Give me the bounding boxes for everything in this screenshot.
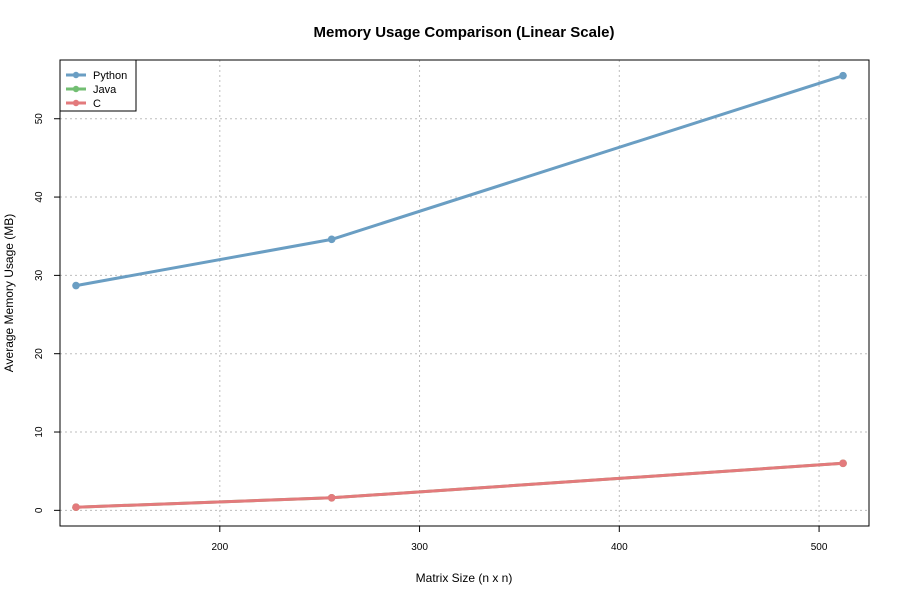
legend-label-python: Python	[93, 70, 127, 82]
y-tick-label: 0	[34, 507, 45, 513]
legend-marker-java	[72, 85, 80, 93]
data-point-python	[839, 71, 847, 80]
series-line-c	[74, 461, 845, 509]
y-tick-label: 40	[34, 191, 45, 203]
y-tick-label: 50	[34, 113, 45, 125]
legend-label-java: Java	[93, 84, 117, 96]
y-tick-label: 10	[34, 426, 45, 438]
axes: 200 300 400 500 0 10 20 30 40 50	[34, 113, 828, 553]
chart-title: Memory Usage Comparison (Linear Scale)	[314, 24, 615, 41]
series-layer	[72, 71, 847, 512]
legend-label-c: C	[93, 98, 101, 110]
x-axis-label: Matrix Size (n x n)	[416, 571, 513, 585]
x-tick-label: 300	[411, 542, 428, 553]
y-tick-label: 20	[34, 348, 45, 360]
legend-marker-c	[72, 99, 80, 107]
data-point-c	[72, 503, 80, 512]
series-line-python	[74, 74, 845, 288]
data-point-c	[327, 494, 336, 502]
data-point-python	[72, 281, 80, 290]
plot-frame	[59, 59, 870, 527]
x-tick-label: 400	[611, 542, 628, 553]
grid-lines	[60, 60, 869, 526]
y-tick-label: 30	[34, 269, 45, 281]
legend: Python Java C	[59, 59, 137, 112]
legend-marker-python	[72, 71, 80, 79]
data-point-c	[839, 459, 847, 468]
x-tick-label: 200	[211, 542, 228, 553]
data-point-python	[327, 235, 336, 244]
x-tick-label: 500	[811, 542, 828, 553]
y-axis-label: Average Memory Usage (MB)	[2, 214, 16, 373]
